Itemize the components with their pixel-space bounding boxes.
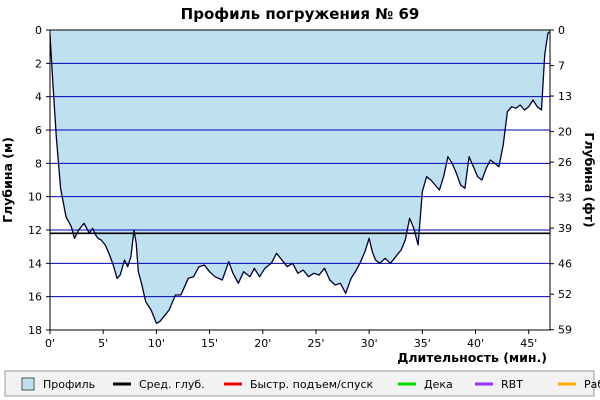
legend-swatch — [21, 377, 35, 391]
depth-line — [49, 31, 551, 324]
bottom-axis: 0' 5' 10' 15' 20' 25' 30' 35' 40' 45' — [45, 330, 537, 350]
y-right-tick-label: 0 — [558, 24, 565, 37]
y-axis-label: Глубина (м) — [0, 137, 15, 223]
left-axis: 0 2 4 6 8 10 12 14 16 18 — [28, 24, 50, 337]
grid-lines — [50, 62, 550, 298]
plot-frame — [49, 29, 551, 331]
x-tick-label: 5' — [98, 337, 108, 350]
x-axis-label: Длительность (мин.) — [397, 350, 547, 365]
y-tick-label: 12 — [28, 224, 42, 237]
legend-label: Профиль — [43, 378, 95, 391]
x-tick-label: 10' — [148, 337, 165, 350]
legend-label: RBT — [501, 378, 523, 391]
y-tick-label: 8 — [35, 157, 42, 170]
y-tick-label: 2 — [35, 57, 42, 70]
profile-area — [50, 30, 550, 324]
legend-label: Сред. глуб. — [139, 378, 205, 391]
y-axis-right-label: Глубина (фт) — [582, 132, 597, 227]
plot-area — [49, 29, 551, 331]
y-tick-label: 16 — [28, 291, 42, 304]
x-tick-label: 35' — [414, 337, 431, 350]
legend-label: Быстр. подъем/спуск — [250, 378, 374, 391]
x-tick-label: 45' — [520, 337, 537, 350]
y-tick-label: 18 — [28, 324, 42, 337]
y-tick-label: 10 — [28, 191, 42, 204]
y-right-tick-label: 52 — [558, 288, 572, 301]
x-tick-label: 40' — [467, 337, 484, 350]
y-tick-label: 6 — [35, 124, 42, 137]
y-right-tick-label: 46 — [558, 258, 572, 271]
legend-label: Раб. — [584, 378, 600, 391]
x-tick-label: 30' — [361, 337, 378, 350]
y-right-tick-label: 20 — [558, 126, 572, 139]
right-axis: 0 7 13 20 26 33 39 46 52 59 — [550, 24, 572, 337]
y-tick-label: 0 — [35, 24, 42, 37]
chart-title: Профиль погружения № 69 — [181, 5, 420, 23]
y-tick-label: 14 — [28, 257, 42, 270]
y-right-tick-label: 26 — [558, 156, 572, 169]
y-right-tick-label: 39 — [558, 222, 572, 235]
legend-box — [4, 370, 595, 397]
x-tick-label: 20' — [254, 337, 271, 350]
x-tick-label: 15' — [201, 337, 218, 350]
legend-label: Дека — [424, 378, 453, 391]
x-tick-label: 25' — [307, 337, 324, 350]
y-right-tick-label: 59 — [558, 324, 572, 337]
legend: Профиль Сред. глуб. Быстр. подъем/спуск Дек… — [4, 370, 600, 397]
y-tick-label: 4 — [35, 91, 42, 104]
y-right-tick-label: 13 — [558, 90, 572, 103]
y-right-tick-label: 7 — [558, 60, 565, 73]
x-tick-label: 0' — [45, 337, 55, 350]
y-right-tick-label: 33 — [558, 192, 572, 205]
